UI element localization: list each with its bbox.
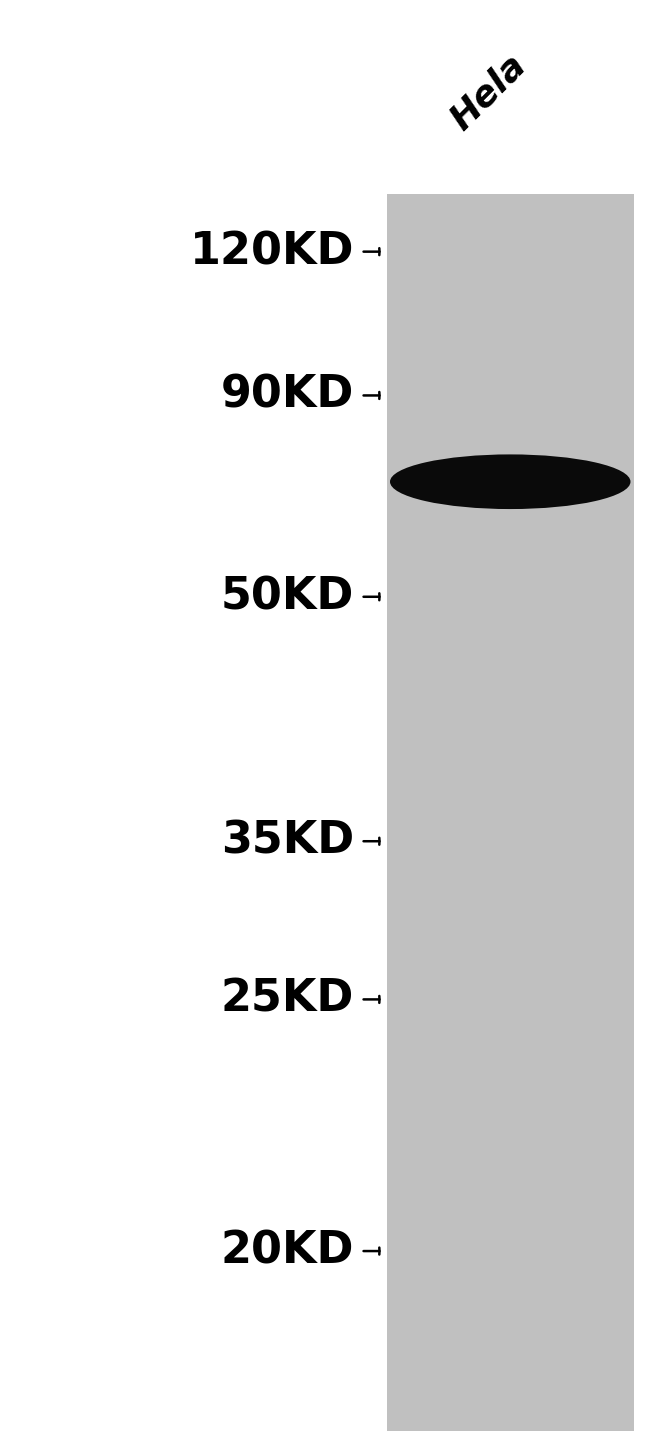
Bar [387,194,634,1431]
Text: Hela: Hela [444,47,533,137]
Ellipse shape [390,454,630,509]
Text: 20KD: 20KD [221,1229,354,1273]
Text: 50KD: 50KD [221,575,354,618]
Text: 120KD: 120KD [190,230,354,273]
Text: 35KD: 35KD [221,820,354,863]
Text: 90KD: 90KD [221,374,354,417]
Text: 25KD: 25KD [221,978,354,1021]
